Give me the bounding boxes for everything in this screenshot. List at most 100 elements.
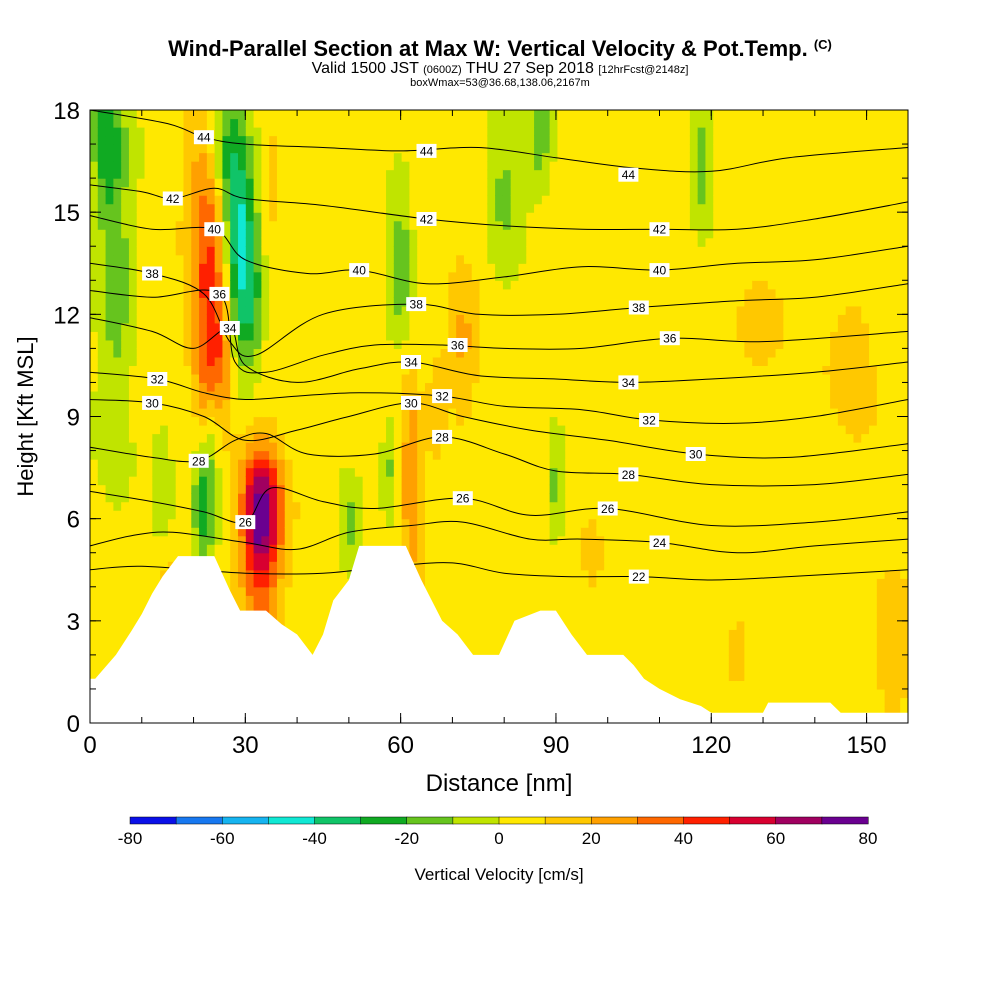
- velocity-cell: [440, 476, 449, 486]
- velocity-cell: [253, 152, 262, 162]
- velocity-cell: [292, 365, 301, 375]
- velocity-cell: [409, 535, 418, 545]
- velocity-cell: [479, 629, 488, 639]
- velocity-cell: [191, 178, 200, 188]
- velocity-cell: [596, 646, 605, 656]
- velocity-cell: [471, 263, 481, 273]
- velocity-cell: [261, 152, 270, 162]
- velocity-cell: [417, 552, 426, 562]
- velocity-cell: [627, 646, 636, 656]
- velocity-cell: [409, 382, 418, 392]
- velocity-cell: [510, 110, 520, 120]
- velocity-cell: [144, 535, 153, 545]
- velocity-cell: [238, 348, 247, 358]
- velocity-cell: [300, 450, 309, 460]
- velocity-cell: [222, 229, 231, 239]
- velocity-cell: [136, 450, 146, 460]
- velocity-cell: [230, 271, 239, 281]
- velocity-cell: [417, 501, 426, 511]
- velocity-cell: [284, 356, 294, 367]
- velocity-cell: [580, 493, 590, 503]
- velocity-cell: [463, 586, 473, 596]
- velocity-cell: [580, 561, 590, 571]
- velocity-cell: [90, 178, 99, 188]
- velocity-cell: [354, 510, 364, 520]
- velocity-cell: [323, 178, 333, 188]
- velocity-cell: [214, 450, 224, 460]
- velocity-cell: [323, 467, 333, 477]
- velocity-cell: [463, 186, 473, 196]
- velocity-cell: [113, 629, 122, 639]
- velocity-cell: [308, 203, 317, 213]
- velocity-cell: [362, 382, 372, 392]
- velocity-cell: [573, 425, 582, 435]
- velocity-cell: [261, 399, 270, 409]
- velocity-cell: [97, 578, 107, 588]
- velocity-cell: [432, 152, 442, 162]
- velocity-cell: [557, 578, 566, 588]
- velocity-cell: [300, 280, 309, 290]
- velocity-cell: [339, 527, 348, 537]
- velocity-cell: [300, 297, 309, 307]
- velocity-cell: [105, 135, 114, 145]
- velocity-cell: [331, 314, 340, 324]
- velocity-cell: [276, 331, 286, 341]
- velocity-cell: [604, 297, 613, 307]
- velocity-cell: [315, 476, 325, 486]
- velocity-cell: [619, 288, 629, 298]
- velocity-cell: [463, 373, 473, 384]
- velocity-cell: [370, 331, 379, 341]
- velocity-cell: [152, 484, 161, 494]
- velocity-cell: [160, 365, 169, 375]
- velocity-cell: [541, 407, 551, 418]
- velocity-cell: [308, 271, 317, 281]
- velocity-cell: [448, 518, 457, 528]
- velocity-cell: [269, 578, 278, 588]
- velocity-cell: [167, 118, 177, 128]
- velocity-cell: [261, 348, 270, 358]
- velocity-cell: [315, 178, 325, 188]
- velocity-cell: [588, 203, 597, 213]
- velocity-cell: [261, 476, 270, 486]
- velocity-cell: [276, 552, 286, 562]
- velocity-cell: [432, 510, 442, 520]
- velocity-cell: [386, 305, 395, 315]
- velocity-cell: [432, 442, 442, 452]
- velocity-cell: [315, 237, 325, 247]
- velocity-cell: [456, 118, 465, 128]
- velocity-cell: [573, 450, 582, 460]
- velocity-cell: [456, 467, 465, 477]
- velocity-cell: [347, 178, 356, 188]
- velocity-cell: [479, 220, 488, 230]
- velocity-cell: [456, 476, 465, 486]
- velocity-cell: [502, 527, 512, 537]
- velocity-cell: [160, 450, 169, 460]
- velocity-cell: [128, 271, 138, 281]
- velocity-cell: [191, 152, 200, 162]
- velocity-cell: [144, 297, 153, 307]
- velocity-cell: [627, 637, 636, 647]
- velocity-cell: [362, 484, 372, 494]
- velocity-cell: [456, 603, 465, 613]
- velocity-cell: [510, 178, 520, 188]
- velocity-cell: [331, 433, 340, 443]
- velocity-cell: [502, 127, 512, 137]
- velocity-cell: [152, 535, 161, 545]
- velocity-cell: [573, 237, 582, 247]
- velocity-cell: [401, 144, 411, 154]
- velocity-cell: [97, 467, 107, 477]
- velocity-cell: [214, 203, 224, 213]
- velocity-cell: [386, 144, 395, 154]
- velocity-cell: [502, 373, 512, 384]
- velocity-cell: [580, 229, 590, 239]
- velocity-cell: [448, 527, 457, 537]
- velocity-cell: [487, 450, 496, 460]
- velocity-cell: [144, 390, 153, 401]
- velocity-cell: [619, 229, 629, 239]
- velocity-cell: [292, 390, 301, 401]
- velocity-cell: [183, 144, 192, 154]
- velocity-cell: [471, 144, 481, 154]
- velocity-cell: [97, 595, 107, 605]
- velocity-cell: [276, 578, 286, 588]
- velocity-cell: [284, 322, 294, 332]
